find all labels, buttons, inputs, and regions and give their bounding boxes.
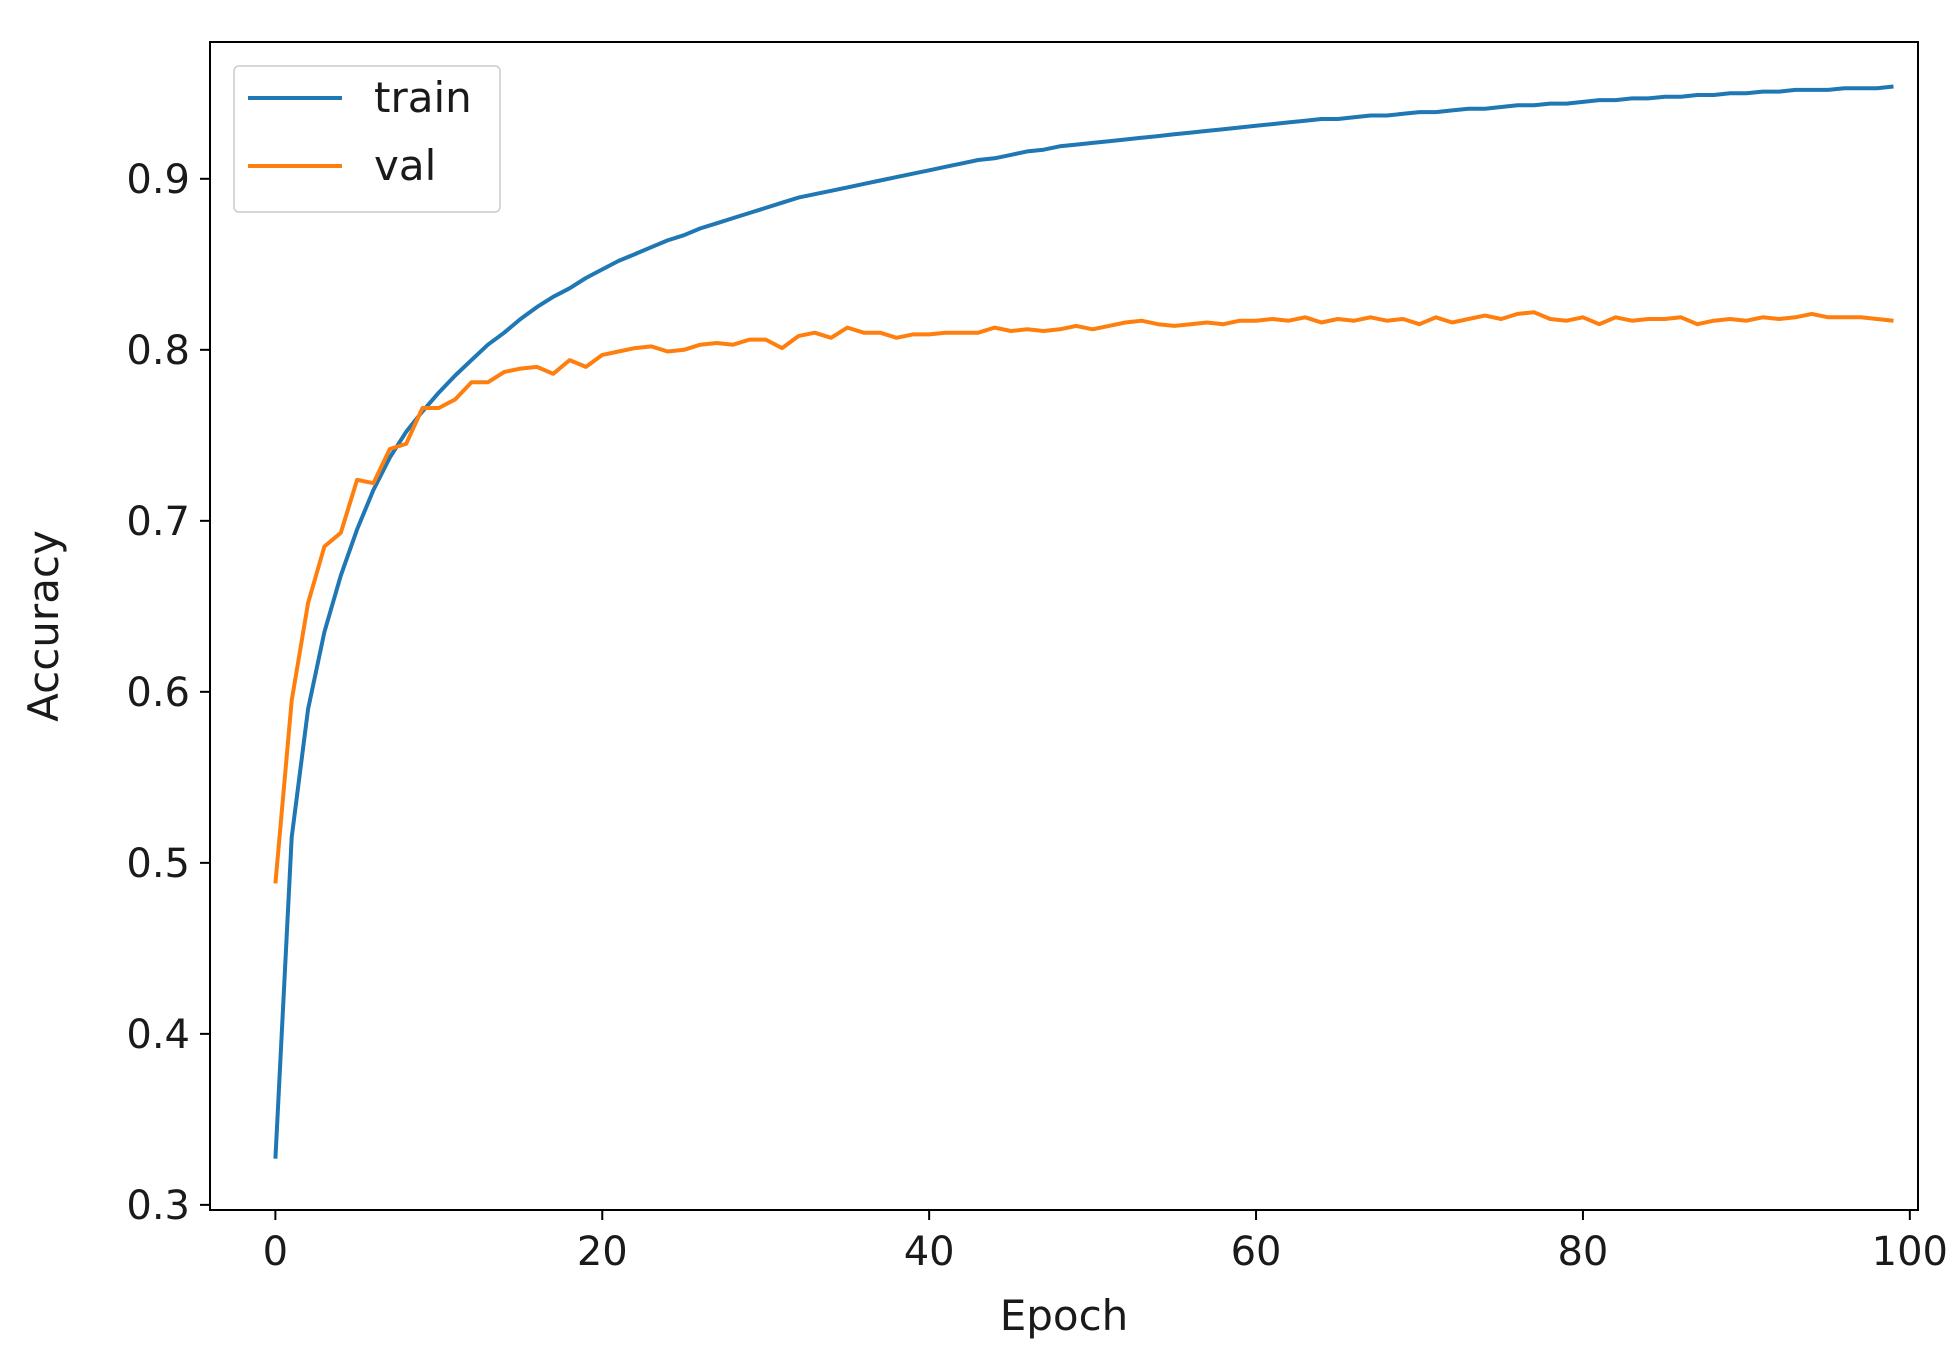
legend-box bbox=[233, 65, 501, 213]
x-tick-label-60: 60 bbox=[1231, 1229, 1282, 1275]
y-axis-ticks: 0.3 0.4 0.5 0.6 0.7 0.8 0.9 bbox=[126, 157, 210, 1229]
y-tick-label-0.7: 0.7 bbox=[126, 499, 190, 545]
y-tick-label-0.9: 0.9 bbox=[126, 157, 190, 203]
x-tick-label-20: 20 bbox=[577, 1229, 628, 1275]
plot-area bbox=[273, 84, 1894, 1159]
y-tick-label-0.3: 0.3 bbox=[126, 1183, 190, 1229]
y-tick-label-0.4: 0.4 bbox=[126, 1012, 190, 1058]
y-tick-label-0.8: 0.8 bbox=[126, 328, 190, 374]
x-tick-label-0: 0 bbox=[263, 1229, 288, 1275]
y-axis-label: Accuracy bbox=[19, 530, 68, 722]
y-tick-label-0.6: 0.6 bbox=[126, 670, 190, 716]
axes-frame bbox=[209, 41, 1919, 1211]
series-line-val bbox=[273, 310, 1894, 884]
x-tick-label-40: 40 bbox=[904, 1229, 955, 1275]
y-tick-label-0.5: 0.5 bbox=[126, 841, 190, 887]
x-axis-ticks: 0 20 40 60 80 100 bbox=[263, 1210, 1948, 1275]
x-axis-label: Epoch bbox=[1000, 1291, 1129, 1340]
legend-label-val: val bbox=[374, 141, 436, 190]
legend-label-train: train bbox=[374, 73, 472, 122]
series-line-train bbox=[273, 84, 1894, 1159]
x-tick-label-100: 100 bbox=[1872, 1229, 1948, 1275]
x-tick-label-80: 80 bbox=[1557, 1229, 1608, 1275]
legend: train val bbox=[233, 65, 501, 213]
